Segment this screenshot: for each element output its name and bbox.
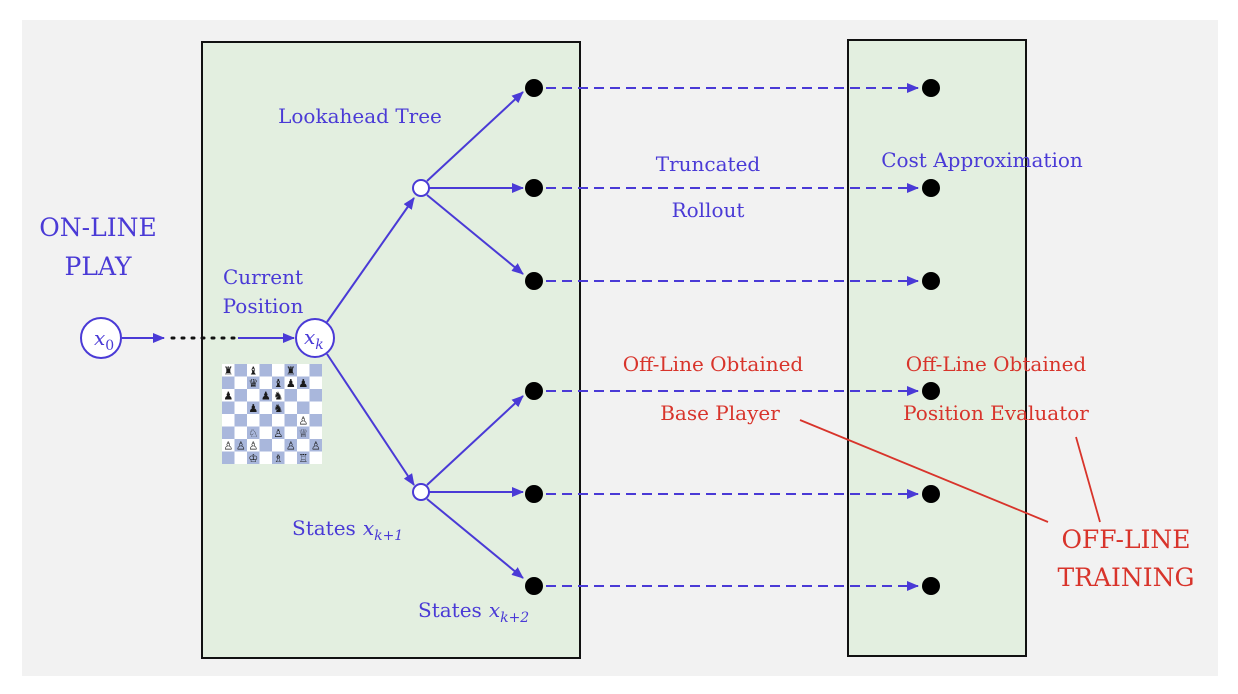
cost-approximation-label: Cost Approximation: [881, 148, 1083, 172]
state-k1-lower-node: [412, 483, 430, 501]
edge-lower-1: [426, 395, 524, 486]
svg-text:♙: ♙: [311, 440, 321, 453]
offline-panel: [847, 39, 1027, 657]
svg-text:♛: ♛: [248, 377, 258, 390]
edge-xk-lower: [326, 353, 415, 486]
online-play-label-line1: ON-LINE: [39, 213, 156, 242]
connector-position-evaluator: [1075, 436, 1101, 523]
svg-text:♖: ♖: [298, 452, 308, 465]
states-k2-label: States xk+2: [418, 598, 529, 626]
leaf-node-5: [525, 485, 543, 503]
svg-text:♝: ♝: [248, 365, 258, 378]
svg-text:♟: ♟: [261, 390, 271, 403]
leaf-node-3: [525, 272, 543, 290]
online-play-label-line2: PLAY: [65, 252, 132, 281]
offline-obtained-left-label: Off-Line Obtained: [623, 352, 804, 376]
svg-text:♙: ♙: [236, 440, 246, 453]
edge-upper-3: [426, 194, 524, 275]
offline-training-label-line1: OFF-LINE: [1061, 525, 1190, 554]
x0-label: x0: [94, 326, 114, 354]
leaf-node-2: [525, 179, 543, 197]
svg-text:♟: ♟: [298, 377, 308, 390]
edge-upper-1: [426, 91, 524, 182]
terminal-node-5: [922, 485, 940, 503]
svg-text:♞: ♞: [273, 402, 283, 415]
leaf-node-1: [525, 79, 543, 97]
states-k1-label: States xk+1: [292, 516, 403, 544]
svg-text:♜: ♜: [223, 365, 233, 378]
terminal-node-4: [922, 382, 940, 400]
truncated-label: Truncated: [656, 152, 761, 176]
svg-text:♞: ♞: [273, 390, 283, 403]
svg-text:♙: ♙: [298, 415, 308, 428]
svg-text:♕: ♕: [298, 427, 308, 440]
svg-text:♟: ♟: [248, 402, 258, 415]
svg-text:♟: ♟: [223, 390, 233, 403]
state-k1-upper-node: [412, 179, 430, 197]
svg-text:♙: ♙: [273, 427, 283, 440]
terminal-node-2: [922, 179, 940, 197]
svg-text:♗: ♗: [273, 452, 283, 465]
base-player-label: Base Player: [660, 401, 780, 425]
terminal-node-6: [922, 577, 940, 595]
edge-lower-3: [426, 498, 524, 579]
svg-text:♔: ♔: [248, 452, 258, 465]
current-position-label-line2: Position: [223, 294, 304, 318]
svg-text:♟: ♟: [286, 377, 296, 390]
connector-base-player: [799, 419, 1049, 523]
x0-node: [80, 317, 122, 359]
svg-text:♙: ♙: [286, 440, 296, 453]
svg-text:♘: ♘: [248, 427, 258, 440]
svg-text:♙: ♙: [223, 440, 233, 453]
chessboard-icon: ♜ ♝ ♜♛ ♝ ♟ ♟♟ ♟ ♞♟ ♞♙♘ ♙ ♕♙ ♙ ♙ ♙ ♙♔ ♗ ♖: [222, 364, 322, 465]
svg-text:♙: ♙: [248, 440, 258, 453]
xk-label: xk: [304, 325, 324, 353]
position-evaluator-label: Position Evaluator: [903, 401, 1089, 425]
svg-text:♜: ♜: [286, 365, 296, 378]
svg-text:♝: ♝: [273, 377, 283, 390]
lookahead-tree-label: Lookahead Tree: [278, 104, 442, 128]
terminal-node-1: [922, 79, 940, 97]
rollout-label: Rollout: [672, 198, 745, 222]
offline-obtained-right-label: Off-Line Obtained: [906, 352, 1087, 376]
xk-node: [295, 318, 335, 358]
online-panel: [201, 41, 581, 659]
leaf-node-4: [525, 382, 543, 400]
edge-xk-upper: [326, 197, 415, 323]
current-position-label-line1: Current: [223, 265, 303, 289]
terminal-node-3: [922, 272, 940, 290]
leaf-node-6: [525, 577, 543, 595]
offline-training-label-line2: TRAINING: [1057, 563, 1194, 592]
